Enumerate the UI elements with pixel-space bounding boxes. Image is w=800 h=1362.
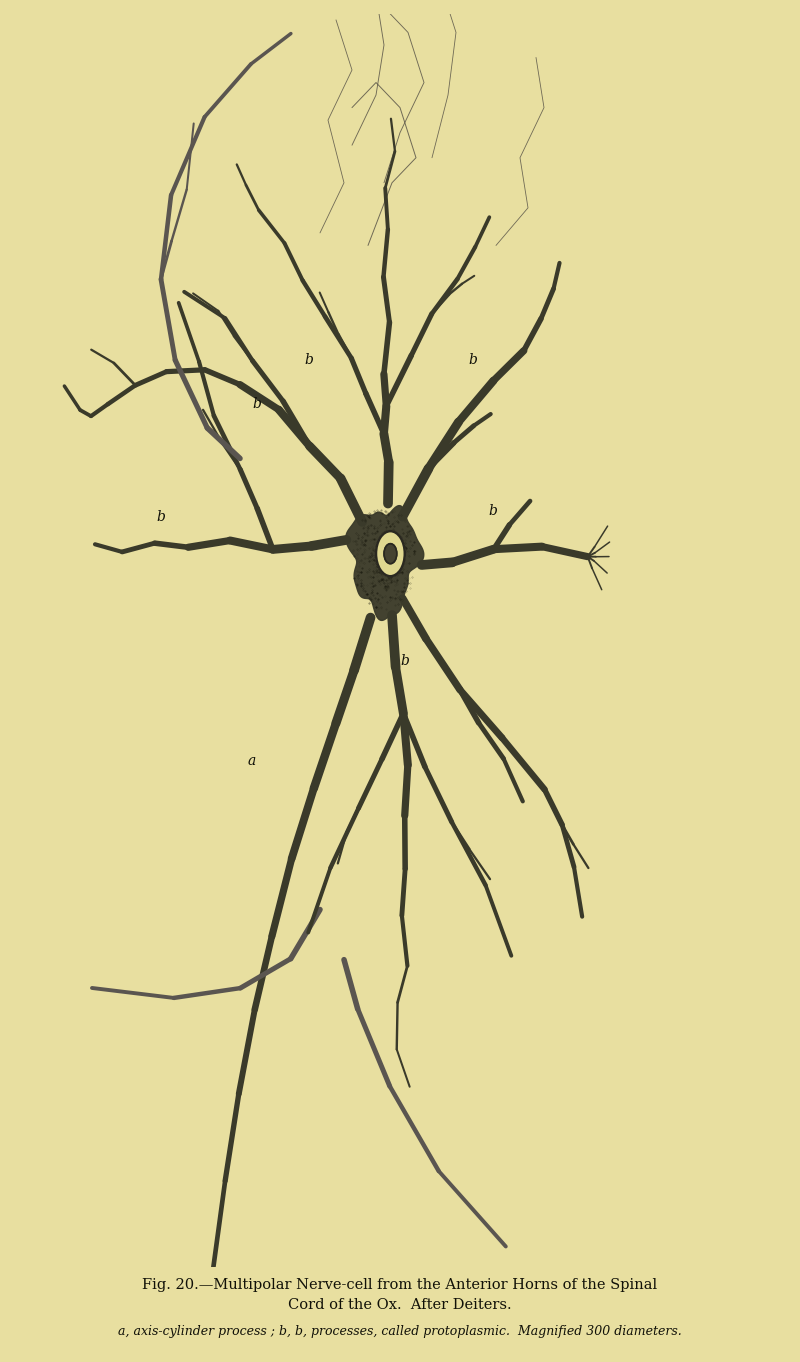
Text: a: a xyxy=(248,755,256,768)
Text: b: b xyxy=(468,354,477,368)
Circle shape xyxy=(384,543,397,564)
Text: b: b xyxy=(304,354,313,368)
Polygon shape xyxy=(346,505,424,620)
Text: Cord of the Ox.  After Deiters.: Cord of the Ox. After Deiters. xyxy=(288,1298,512,1312)
Text: Fig. 20.—Multipolar Nerve-cell from the Anterior Horns of the Spinal: Fig. 20.—Multipolar Nerve-cell from the … xyxy=(142,1278,658,1291)
Text: b: b xyxy=(488,504,497,518)
Text: b: b xyxy=(252,398,261,411)
Text: b: b xyxy=(156,511,165,524)
Text: b: b xyxy=(400,654,409,669)
Text: a, axis-cylinder process ; b, b, processes, called protoplasmic.  Magnified 300 : a, axis-cylinder process ; b, b, process… xyxy=(118,1325,682,1339)
Circle shape xyxy=(376,531,405,576)
